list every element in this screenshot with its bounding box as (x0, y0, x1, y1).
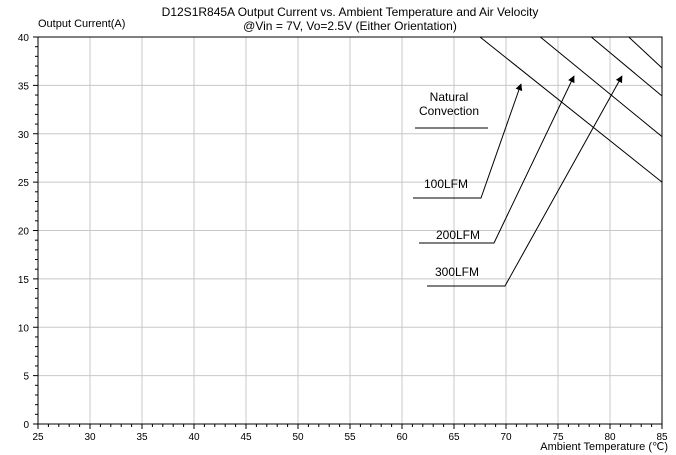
x-tick-label: 30 (84, 432, 96, 443)
annotation-200lfm: 200LFM (419, 75, 575, 244)
annotation-100lfm: 100LFM (413, 83, 523, 199)
annotation-text: Natural (430, 90, 469, 104)
annotation-text: 300LFM (435, 265, 479, 279)
x-tick-label: 80 (604, 432, 616, 443)
x-tick-label: 50 (292, 432, 304, 443)
x-tick-label: 55 (344, 432, 356, 443)
x-tick-label: 70 (500, 432, 512, 443)
y-tick-label: 0 (23, 420, 29, 431)
y-axis-label: Output Current(A) (38, 18, 125, 30)
annotation-300lfm: 300LFM (427, 75, 623, 287)
y-tick-label: 25 (18, 178, 30, 189)
x-tick-label: 85 (656, 432, 668, 443)
chart-title: D12S1R845A Output Current vs. Ambient Te… (162, 5, 539, 19)
tick-labels: 25 30 35 40 45 50 55 60 65 70 75 80 85 0 5 10 15 20 25 30 35… (18, 33, 668, 443)
x-tick-label: 25 (32, 432, 44, 443)
annotation-text: 100LFM (424, 177, 468, 191)
chart-subtitle: @Vin = 7V, Vo=2.5V (Either Orientation) (243, 19, 457, 33)
y-tick-label: 15 (18, 275, 30, 286)
x-tick-label: 35 (136, 432, 148, 443)
annotation-text: 200LFM (436, 228, 480, 242)
y-tick-label: 35 (18, 81, 30, 92)
grid (38, 36, 662, 424)
annotation-arrow (413, 83, 523, 199)
annotation-text: Convection (419, 104, 479, 118)
x-tick-label: 60 (396, 432, 408, 443)
x-tick-label: 65 (448, 432, 460, 443)
y-tick-label: 5 (23, 372, 29, 383)
x-tick-label: 45 (240, 432, 252, 443)
y-tick-label: 10 (18, 323, 30, 334)
y-tick-label: 40 (18, 33, 30, 44)
y-tick-label: 20 (18, 227, 30, 238)
x-tick-label: 75 (552, 432, 564, 443)
axes (33, 36, 663, 429)
y-tick-label: 30 (18, 130, 30, 141)
x-tick-label: 40 (188, 432, 200, 443)
annotation-arrow (419, 75, 575, 244)
annotation-arrow (427, 75, 623, 287)
x-axis-label: Ambient Temperature (℃) (540, 441, 668, 453)
annotation-natural-convection: Natural Convection (415, 90, 488, 129)
